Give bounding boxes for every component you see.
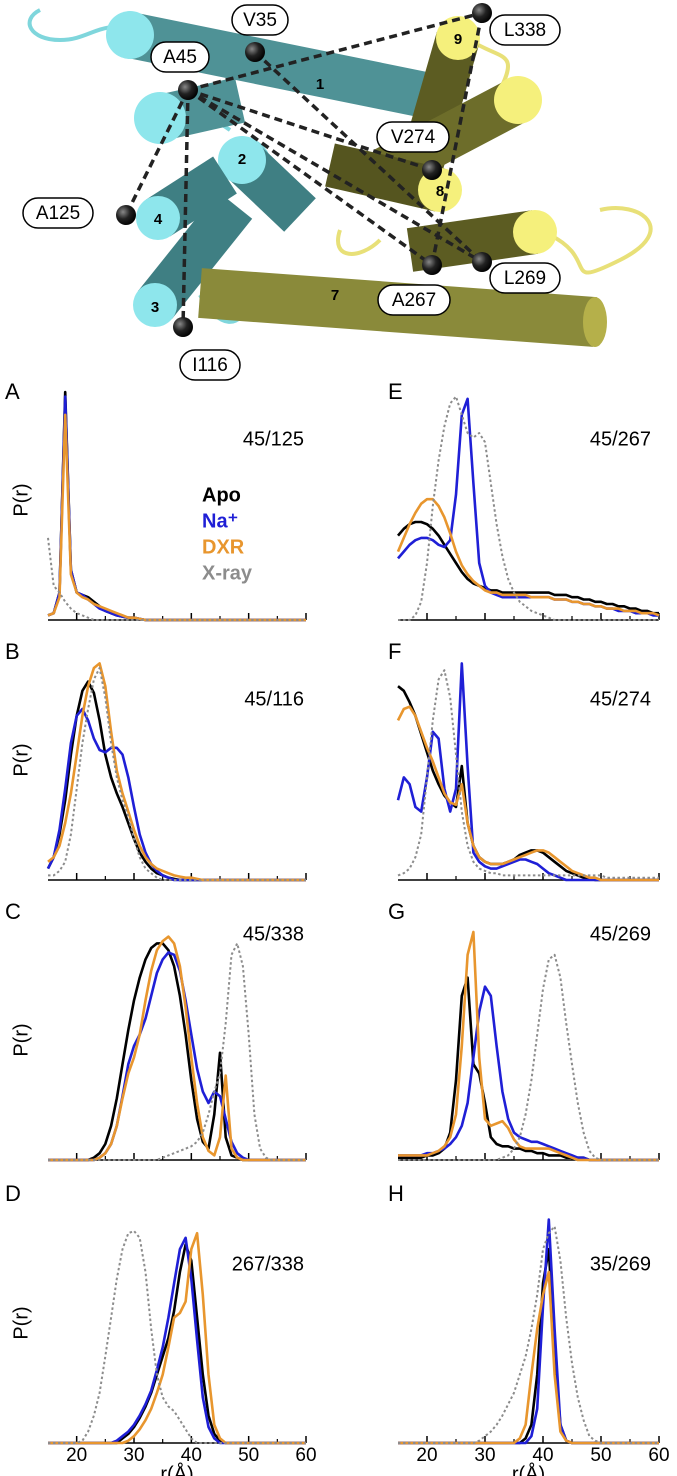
panel-letter: H (388, 1181, 404, 1206)
helix-label: 3 (151, 299, 159, 316)
helix-end (436, 16, 480, 60)
x-tick-label: 60 (648, 1445, 669, 1466)
panel-letter: A (5, 379, 20, 404)
helix (374, 79, 529, 191)
helix-label: 8 (436, 183, 444, 200)
x-tick-label: 30 (474, 1445, 495, 1466)
panel-title: 45/267 (590, 428, 651, 450)
label-box (150, 41, 210, 73)
series-line (46, 707, 306, 882)
legend-entry: Apo (202, 484, 241, 506)
series-line (398, 953, 659, 1161)
helix-label: 4 (154, 211, 163, 228)
helix-label: 9 (454, 31, 462, 48)
panel-title: 45/338 (243, 923, 304, 945)
x-tick-label: 30 (123, 1445, 144, 1466)
residue-label: V274 (391, 127, 436, 148)
series-line (48, 942, 306, 1161)
panel-letter: D (5, 1181, 21, 1206)
x-tick-label: 60 (295, 1445, 316, 1466)
residue-label: V35 (243, 10, 277, 31)
series-line (48, 942, 306, 1162)
structure: 1 2 3 4 7 8 9 V35 A45 L338 V274 A125 (22, 3, 653, 381)
helix-end (133, 283, 177, 327)
series-line (47, 662, 306, 882)
label-box (22, 197, 94, 229)
legend-entry: DXR (202, 536, 245, 558)
y-axis-label: P(r) (10, 483, 32, 516)
helix-label: 7 (331, 287, 339, 304)
series-line (48, 935, 306, 1162)
panel-title: 45/269 (590, 923, 651, 945)
series-line (398, 985, 659, 1162)
y-axis-label: P(r) (10, 1023, 32, 1056)
residue-label: L269 (504, 268, 546, 289)
x-tick-label: 20 (416, 1445, 437, 1466)
helix-end (494, 76, 542, 124)
panel-letter: B (5, 639, 20, 664)
label-box (377, 284, 451, 316)
series-line (397, 685, 659, 882)
y-axis-label: P(r) (10, 1306, 32, 1339)
residue-label: A267 (392, 290, 436, 311)
series-line (398, 1225, 659, 1444)
residue-label: I116 (192, 355, 228, 376)
x-tick-label: 40 (181, 1445, 202, 1466)
legend-entry: X-ray (202, 562, 253, 584)
residue-label: A125 (36, 203, 80, 224)
series-line (398, 395, 659, 621)
panel-title: 35/269 (590, 1253, 651, 1275)
helix-label: 1 (316, 76, 324, 93)
legend-entry: Na⁺ (202, 510, 238, 532)
y-axis-label: P(r) (10, 743, 32, 776)
helix-end (136, 196, 180, 240)
series-line (397, 520, 659, 615)
x-tick-label: 50 (590, 1445, 611, 1466)
helix-label: 2 (238, 151, 246, 168)
helix-end (134, 92, 186, 144)
panel-title: 45/116 (244, 688, 304, 710)
series-line (47, 537, 306, 621)
residue-label: L338 (504, 20, 546, 41)
panel-letter: E (388, 379, 403, 404)
label-box (179, 349, 241, 381)
series-line (48, 1231, 306, 1445)
x-axis-label: r(Å) (512, 1462, 545, 1476)
loop (336, 38, 653, 275)
series-line (396, 497, 660, 617)
spheres (116, 3, 492, 337)
series-line (398, 976, 659, 1162)
helix-end (218, 136, 266, 184)
series-line (47, 390, 306, 622)
series-line (397, 669, 659, 879)
helix-end (513, 210, 557, 254)
panel-letter: F (388, 639, 401, 664)
panel-letter: G (388, 899, 405, 924)
label-box (376, 121, 450, 153)
series-line (398, 930, 659, 1162)
x-axis-label: r(Å) (160, 1462, 193, 1476)
x-tick-label: 20 (66, 1445, 87, 1466)
distance-lines (124, 11, 484, 328)
helix-end (583, 297, 607, 347)
label-box (231, 4, 289, 36)
residue-label: A45 (163, 47, 197, 68)
helix-end (106, 11, 154, 59)
series-line (398, 1270, 659, 1445)
panel-title: 45/274 (590, 688, 651, 710)
label-box (489, 262, 561, 294)
panel-title: 267/338 (232, 1253, 304, 1275)
panel-title: 45/125 (243, 428, 304, 450)
x-tick-label: 50 (238, 1445, 259, 1466)
series-line (396, 705, 659, 882)
panel-letter: C (5, 899, 21, 924)
label-box (489, 14, 561, 46)
x-tick-label: 40 (532, 1445, 553, 1466)
